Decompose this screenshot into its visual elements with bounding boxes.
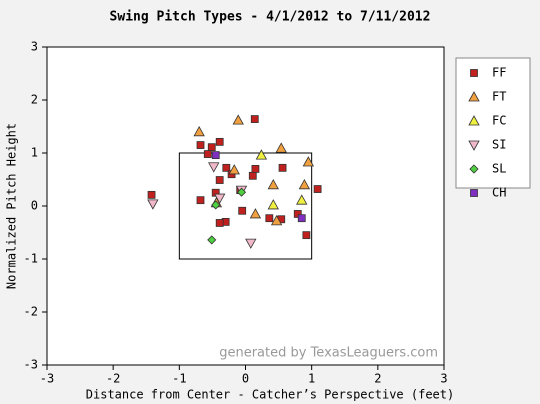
legend-label: SI — [492, 138, 506, 152]
y-tick-label: 2 — [31, 93, 38, 107]
point — [228, 164, 240, 175]
legend-marker — [468, 115, 480, 126]
legend-marker — [468, 91, 480, 102]
point — [265, 214, 274, 223]
y-tick-label: -3 — [24, 358, 38, 372]
point — [249, 208, 262, 219]
point — [215, 219, 224, 227]
point — [222, 163, 231, 172]
legend-label: FC — [492, 114, 506, 128]
point — [267, 178, 279, 190]
point — [147, 199, 159, 210]
point — [248, 171, 257, 180]
point — [203, 150, 212, 158]
point — [214, 193, 226, 204]
point — [193, 125, 205, 137]
y-tick-label: -1 — [24, 252, 38, 266]
point — [207, 235, 217, 245]
point — [207, 143, 216, 152]
legend-label: FF — [492, 66, 506, 80]
legend-label: SL — [492, 162, 506, 176]
legend-marker — [469, 164, 479, 174]
point — [313, 185, 322, 193]
x-tick-label: 1 — [308, 372, 315, 386]
point — [267, 199, 279, 210]
y-tick-label: 0 — [31, 199, 38, 213]
legend-marker — [468, 140, 480, 151]
point — [251, 164, 260, 173]
point — [208, 162, 220, 173]
x-tick-label: -1 — [172, 372, 186, 386]
point — [215, 137, 224, 146]
point — [196, 196, 205, 205]
x-tick-label: -3 — [40, 372, 54, 386]
chart-title: Swing Pitch Types - 4/1/2012 to 7/11/201… — [110, 10, 431, 25]
point — [302, 156, 315, 167]
y-tick-label: -2 — [24, 305, 38, 319]
point — [298, 178, 311, 190]
point — [255, 149, 268, 160]
y-tick-label: 1 — [31, 146, 38, 160]
point — [196, 141, 205, 149]
legend-label: CH — [492, 186, 506, 200]
x-tick-label: -2 — [106, 372, 120, 386]
point — [293, 210, 302, 218]
x-tick-label: 0 — [242, 372, 249, 386]
point — [250, 115, 259, 123]
point — [270, 215, 283, 226]
point — [236, 187, 247, 197]
x-tick-label: 3 — [440, 372, 447, 386]
watermark: generated by TexasLeaguers.com — [219, 346, 438, 361]
x-tick-label: 2 — [374, 372, 381, 386]
y-axis-label: Normalized Pitch Height — [5, 123, 19, 289]
point — [302, 231, 311, 240]
legend-label: FT — [492, 90, 506, 104]
legend-marker — [470, 69, 478, 77]
point — [296, 194, 308, 205]
point — [215, 176, 224, 184]
point — [297, 214, 306, 223]
legend — [455, 57, 531, 189]
strike-zone — [178, 152, 313, 260]
x-axis-label: Distance from Center - Catcher’s Perspec… — [86, 388, 454, 402]
point — [238, 206, 247, 215]
point — [232, 114, 244, 125]
plot-area — [46, 46, 445, 366]
point — [211, 200, 221, 210]
y-tick-label: 3 — [31, 40, 38, 54]
point — [245, 238, 257, 249]
point — [211, 151, 220, 160]
point — [147, 190, 156, 199]
legend-marker — [470, 189, 478, 197]
point — [275, 142, 287, 153]
point — [278, 163, 287, 172]
